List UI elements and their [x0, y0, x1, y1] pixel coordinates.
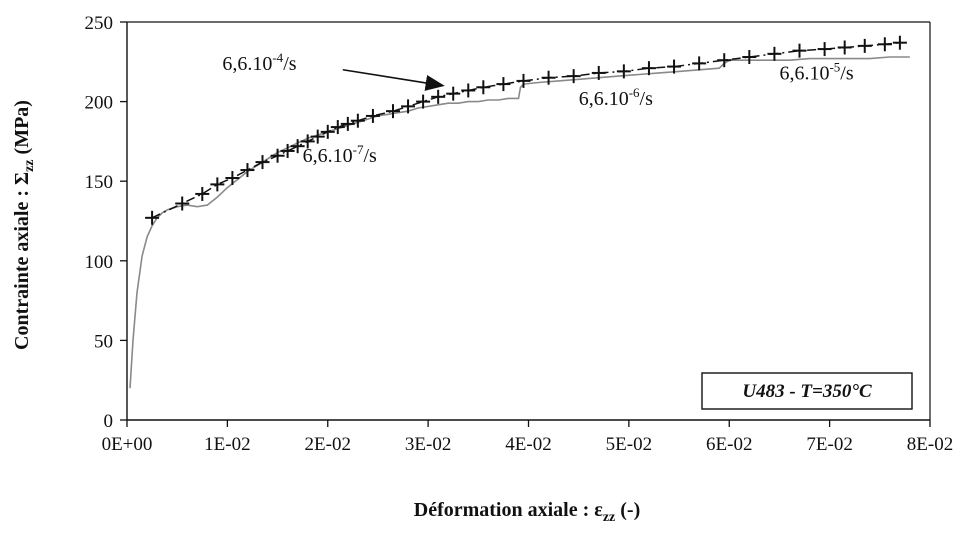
y-tick-labels: 0 50 100 150 200 250 [85, 13, 114, 432]
strain-rate-label: 6,6.10-6/s [579, 85, 653, 110]
x-tick-labels: 0E+00 1E-02 2E-02 3E-02 4E-02 5E-02 6E-02 7E-02… [102, 434, 954, 455]
series-marker-cross [857, 38, 872, 53]
series-marker-cross [742, 50, 757, 65]
x-tick-label: 7E-02 [806, 434, 852, 455]
axes [120, 21, 931, 427]
annotation-arrow [342, 68, 445, 91]
series-marker-cross [817, 42, 832, 57]
series-marker-cross [416, 94, 431, 109]
series-marker-cross [476, 80, 491, 95]
y-tick-label: 0 [104, 411, 114, 432]
y-tick-label: 250 [85, 13, 114, 34]
series-marker-cross [446, 86, 461, 101]
series-marker-cross [837, 40, 852, 55]
series-marker-cross [516, 73, 531, 88]
series-layer [129, 35, 910, 389]
series-marker-cross [310, 129, 325, 144]
series-marker-cross [280, 143, 295, 158]
series-marker-cross [195, 186, 210, 201]
series-marker-cross [385, 104, 400, 119]
strain-rate-label: 6,6.10-5/s [779, 59, 853, 84]
series-marker-cross [692, 56, 707, 71]
series-marker-cross [496, 77, 511, 92]
strain-rate-label: 6,6.10-4/s [222, 50, 296, 75]
series-marker-cross [365, 108, 380, 123]
series-marker-cross [225, 171, 240, 186]
legend-box [701, 372, 913, 410]
series-marker-cross [270, 148, 285, 163]
series-marker-cross [591, 65, 606, 80]
series-marker-cross [401, 99, 416, 114]
x-tick-label: 4E-02 [505, 434, 551, 455]
series-marker-cross [320, 124, 335, 139]
series-marker-cross [566, 69, 581, 84]
x-tick-label: 2E-02 [305, 434, 351, 455]
series-marker-cross [340, 116, 355, 131]
legend: U483 - T=350°C [701, 372, 913, 410]
y-tick-label: 200 [85, 93, 114, 114]
x-tick-label: 3E-02 [405, 434, 451, 455]
x-tick-label: 8E-02 [907, 434, 953, 455]
series-marker-cross [461, 83, 476, 98]
series-marker-cross [145, 210, 160, 225]
series-marker-cross [792, 43, 807, 58]
y-tick-label: 50 [94, 331, 113, 352]
x-axis-title: Déformation axiale : εzz (-) [414, 499, 640, 525]
series-marker-cross [431, 89, 446, 104]
series-marker-cross [330, 120, 345, 135]
series-marker-cross [892, 35, 907, 50]
series-marker-cross [300, 134, 315, 149]
x-tick-label: 0E+00 [102, 434, 153, 455]
x-tick-label: 1E-02 [204, 434, 250, 455]
series-marker-cross [175, 196, 190, 211]
y-tick-label: 150 [85, 172, 114, 193]
y-tick-label: 100 [85, 252, 114, 273]
series-marker-cross [641, 61, 656, 76]
x-tick-label: 6E-02 [706, 434, 752, 455]
series-marker-cross [767, 46, 782, 61]
series-marker-cross [290, 139, 305, 154]
series-line-experimental [129, 56, 910, 389]
series-marker-cross [541, 70, 556, 85]
legend-text: U483 - T=350°C [742, 381, 872, 402]
series-marker-cross [350, 113, 365, 128]
x-tick-label: 5E-02 [606, 434, 652, 455]
strain-rate-label: 6,6.10-7/s [303, 142, 377, 167]
series-marker-cross [717, 53, 732, 68]
series-marker-cross [255, 155, 270, 170]
annotations: 6,6.10-4/s 6,6.10-7/s 6,6.10-6/s 6,6.10-5/s [222, 50, 853, 167]
series-marker-cross [240, 163, 255, 178]
series-marker-cross [667, 59, 682, 74]
y-axis-title: Contrainte axiale : Σzz (MPa) [11, 100, 37, 350]
series-marker-cross [877, 37, 892, 52]
series-marker-cross [210, 177, 225, 192]
series-marker-cross [616, 64, 631, 79]
